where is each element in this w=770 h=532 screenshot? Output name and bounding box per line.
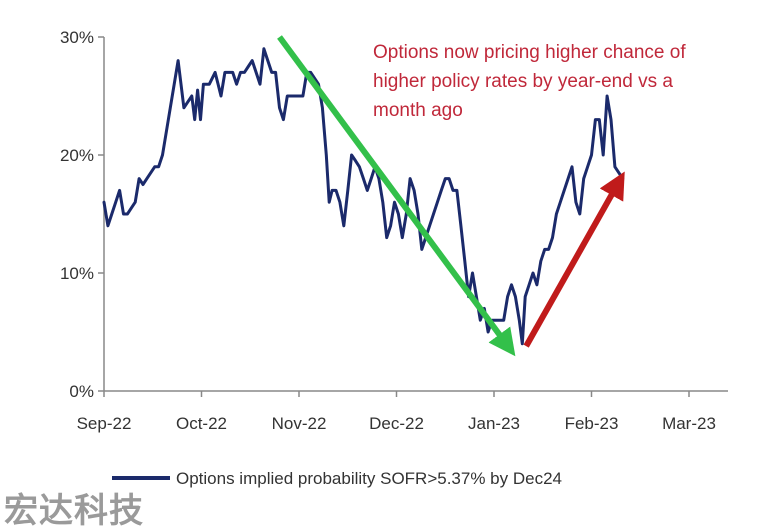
x-tick-label: Mar-23: [662, 414, 716, 433]
green-trend-arrow: [277, 35, 516, 357]
y-tick-label: 20%: [60, 146, 94, 165]
x-tick-label: Dec-22: [369, 414, 424, 433]
y-tick-label: 10%: [60, 264, 94, 283]
x-tick-label: Sep-22: [77, 414, 132, 433]
legend-label: Options implied probability SOFR>5.37% b…: [176, 469, 562, 488]
legend: Options implied probability SOFR>5.37% b…: [112, 469, 562, 488]
series-line: [102, 47, 625, 346]
axes: [103, 37, 728, 392]
y-axis-ticks: 0% 10% 20% 30%: [60, 28, 104, 401]
annotation-line: month ago: [373, 100, 463, 121]
annotation-text: Options now pricing higher chance of high…: [373, 42, 686, 121]
x-tick-label: Nov-22: [272, 414, 327, 433]
annotation-arrows: [277, 35, 625, 357]
watermark: 宏达科技: [4, 491, 144, 531]
red-trend-arrow: [523, 171, 625, 348]
y-tick-label: 0%: [69, 382, 94, 401]
x-tick-label: Jan-23: [468, 414, 520, 433]
series-layer: [102, 47, 625, 346]
x-tick-label: Oct-22: [176, 414, 227, 433]
y-tick-label: 30%: [60, 28, 94, 47]
annotation-line: higher policy rates by year-end vs a: [373, 71, 673, 92]
x-tick-label: Feb-23: [565, 414, 619, 433]
x-axis-ticks: Sep-22 Oct-22 Nov-22 Dec-22 Jan-23 Feb-23 Mar-…: [77, 391, 716, 433]
annotation-label: Options now pricing higher chance of high…: [373, 42, 686, 121]
annotation-line: Options now pricing higher chance of: [373, 42, 686, 63]
